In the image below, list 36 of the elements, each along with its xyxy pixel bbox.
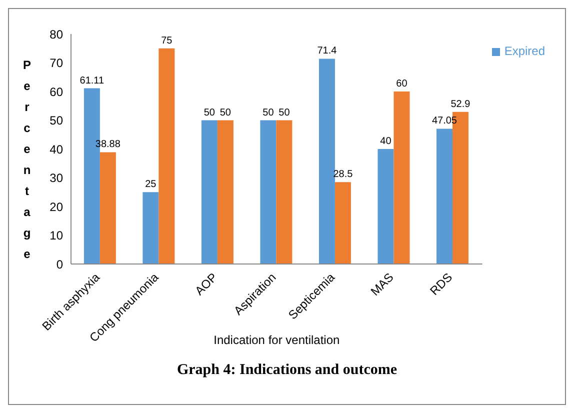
data-label: 50 [262,107,274,118]
y-tick-label: 10 [50,228,64,243]
y-tick-label: 60 [50,84,64,99]
bar [276,120,292,264]
bar [260,120,276,264]
data-label: 75 [161,35,173,46]
data-label: 50 [220,107,232,118]
legend-label: Expired [504,44,545,58]
data-label: 71.4 [317,46,338,57]
bar [436,128,452,264]
data-label: 52.9 [450,98,471,110]
y-tick-label: 50 [50,114,64,128]
y-tick-label: 80 [50,27,64,42]
bar [158,48,175,264]
data-label: 61.11 [80,75,104,86]
text: Percentage [22,58,32,261]
data-label: 40 [380,136,392,147]
bar [142,192,159,264]
y-tick-label: 40 [50,142,64,156]
bar [100,152,116,264]
data-label: 60 [396,78,408,90]
y-tick-label: 70 [50,56,64,70]
bar [394,92,410,264]
x-axis-title: Indication for ventilation [214,333,340,347]
data-label: 50 [204,107,216,118]
bar [318,58,335,264]
y-tick-label: 20 [50,200,64,214]
y-tick-label: 0 [56,257,64,272]
bar [378,149,394,264]
text: Graph 4: Indications and outcome [176,362,398,379]
data-label: 50 [278,107,290,118]
bar [217,120,234,264]
data-label: 25 [145,179,157,190]
y-tick-label: 30 [50,171,64,186]
bar [334,182,351,264]
bar [201,120,218,264]
